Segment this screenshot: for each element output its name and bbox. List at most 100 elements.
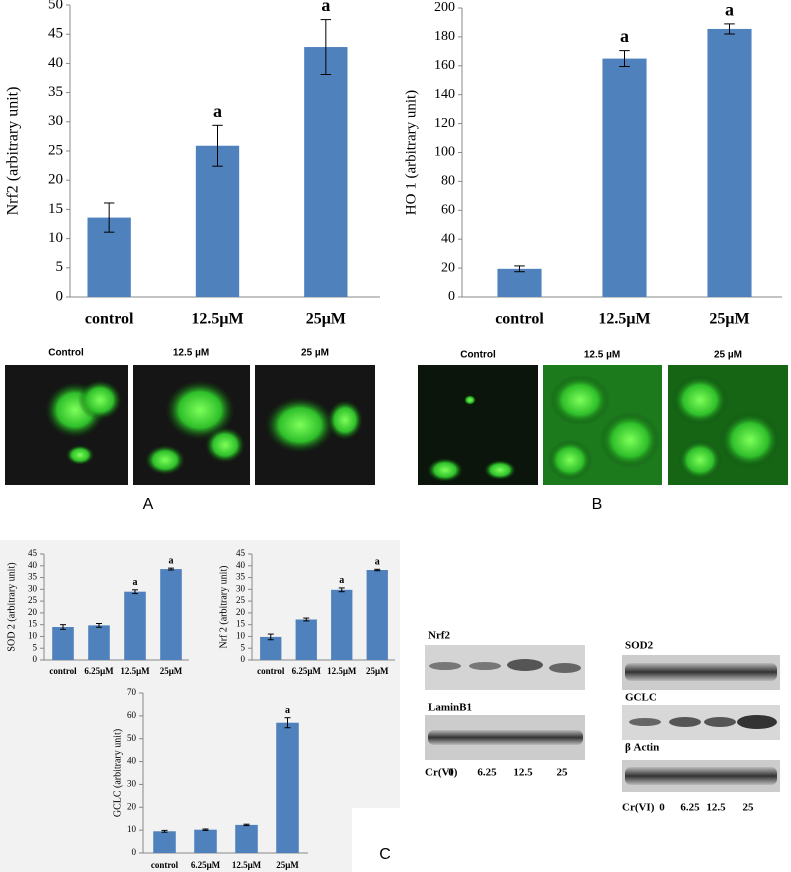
error-bar <box>338 587 345 593</box>
bar <box>194 829 217 853</box>
y-tick-label: 5 <box>56 259 64 275</box>
error-bar <box>202 828 209 831</box>
y-tick-label: 0 <box>132 847 137 857</box>
x-tick-label: 25μM <box>366 666 389 676</box>
y-tick-label: 35 <box>48 84 63 100</box>
error-bar <box>724 23 735 35</box>
significance-label: a <box>620 26 629 46</box>
y-tick-label: 10 <box>48 230 63 246</box>
bar <box>160 569 182 660</box>
y-tick-label: 20 <box>127 801 137 811</box>
panel-label: C <box>379 846 391 863</box>
x-tick-label: control <box>49 666 77 676</box>
y-tick-label: 120 <box>434 116 455 131</box>
y-tick-label: 0 <box>448 289 455 304</box>
y-tick-label: 60 <box>441 203 455 218</box>
y-tick-label: 40 <box>127 756 137 766</box>
x-tick-label: control <box>495 311 544 328</box>
x-tick-label: 6.25μM <box>292 666 322 676</box>
y-tick-label: 40 <box>236 560 246 570</box>
y-axis-label: Nrf2 (arbitrary unit) <box>5 87 22 216</box>
y-tick-label: 25 <box>48 142 63 158</box>
panel-c-corner <box>352 808 400 872</box>
bar <box>88 625 110 660</box>
bar <box>304 47 348 297</box>
x-tick-label: 25μM <box>276 860 299 870</box>
x-tick-label: control <box>257 666 285 676</box>
error-bar <box>619 50 630 68</box>
significance-label: a <box>321 0 330 15</box>
error-bar <box>243 823 250 827</box>
y-tick-label: 0 <box>33 654 38 664</box>
image-label: 25 µM <box>714 350 742 361</box>
error-bar <box>161 829 168 833</box>
error-bar <box>320 19 332 75</box>
y-tick-label: 50 <box>127 733 137 743</box>
y-tick-label: 40 <box>28 560 38 570</box>
x-tick-label: 12.5μM <box>191 311 243 328</box>
dose-value: 25 <box>557 767 569 779</box>
y-tick-label: 140 <box>434 87 455 102</box>
dose-value: 6.25 <box>477 767 497 779</box>
blot-row-label: GCLC <box>625 692 657 704</box>
error-bar <box>132 589 138 595</box>
error-bar <box>212 124 223 167</box>
x-tick-label: 12.5μM <box>232 860 262 870</box>
y-tick-label: 20 <box>441 260 455 275</box>
y-axis-label: SOD 2 (arbitrary unit) <box>6 562 17 651</box>
y-tick-label: 30 <box>48 113 63 129</box>
y-tick-label: 160 <box>434 58 455 73</box>
significance-label: a <box>285 705 290 716</box>
y-tick-label: 0 <box>241 654 246 664</box>
y-tick-label: 70 <box>127 687 137 697</box>
image-label: Control <box>460 350 496 361</box>
error-bar <box>303 617 310 622</box>
dose-value: 12.5 <box>706 802 726 814</box>
y-tick-label: 35 <box>28 572 38 582</box>
x-tick-label: 6.25μM <box>84 666 114 676</box>
y-tick-label: 40 <box>441 231 455 246</box>
y-tick-label: 45 <box>28 548 38 558</box>
bar <box>497 268 542 297</box>
y-tick-label: 25 <box>28 595 38 605</box>
y-tick-label: 100 <box>434 145 455 160</box>
y-tick-label: 25 <box>236 595 246 605</box>
y-tick-label: 180 <box>434 29 455 44</box>
bar <box>331 589 353 660</box>
y-tick-label: 45 <box>48 26 63 42</box>
panel-label: B <box>592 496 603 513</box>
y-tick-label: 80 <box>441 174 455 189</box>
y-tick-label: 20 <box>236 607 246 617</box>
x-tick-label: control <box>151 860 179 870</box>
error-bar <box>284 717 291 729</box>
micrographs-a <box>5 365 375 485</box>
x-tick-label: 12.5μM <box>598 311 650 328</box>
x-tick-label: control <box>85 311 134 328</box>
panel-c-background <box>0 540 400 872</box>
significance-label: a <box>133 577 138 588</box>
significance-label: a <box>375 557 380 568</box>
y-tick-label: 200 <box>434 0 455 15</box>
image-label: 12.5 µM <box>584 350 620 361</box>
error-bar <box>103 202 115 233</box>
dose-value: 6.25 <box>680 802 700 814</box>
x-tick-label: 25μM <box>306 311 346 328</box>
x-tick-label: 25μM <box>160 666 183 676</box>
dose-value: 25 <box>743 802 755 814</box>
significance-label: a <box>725 0 734 19</box>
y-tick-label: 5 <box>241 642 246 652</box>
error-bar <box>267 633 274 641</box>
bar <box>295 619 317 660</box>
y-tick-label: 10 <box>28 631 38 641</box>
western-blots <box>425 645 780 792</box>
y-tick-label: 0 <box>56 288 64 304</box>
y-tick-label: 15 <box>48 201 63 217</box>
dose-value: 0 <box>448 767 454 779</box>
y-tick-label: 40 <box>48 55 63 71</box>
dose-value: 0 <box>659 802 665 814</box>
x-tick-label: 6.25μM <box>191 860 221 870</box>
x-tick-label: 25μM <box>709 311 749 328</box>
y-tick-label: 5 <box>33 642 38 652</box>
x-tick-label: 12.5μM <box>327 666 357 676</box>
